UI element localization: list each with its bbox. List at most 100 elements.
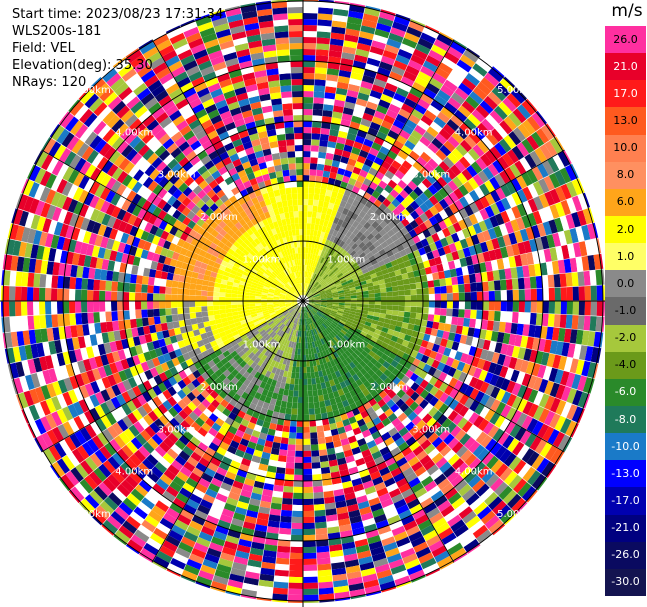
noise-gate	[415, 514, 429, 526]
noise-gate	[70, 120, 84, 136]
noise-gate	[34, 437, 44, 452]
noise-gate	[34, 259, 43, 274]
velocity-gate	[314, 340, 318, 348]
noise-gate	[87, 312, 95, 324]
noise-gate	[566, 301, 574, 315]
noise-gate	[240, 418, 250, 428]
noise-gate	[258, 162, 267, 170]
noise-gate	[84, 93, 99, 109]
noise-gate	[133, 59, 149, 73]
noise-gate	[398, 441, 409, 452]
noise-gate	[287, 450, 296, 457]
noise-gate	[45, 173, 57, 189]
velocity-gate	[285, 327, 290, 334]
noise-gate	[9, 270, 17, 286]
noise-gate	[142, 148, 155, 161]
noise-gate	[485, 438, 498, 452]
noise-gate	[540, 326, 548, 339]
velocity-gate	[301, 312, 303, 319]
noise-gate	[13, 377, 24, 394]
noise-gate	[89, 513, 103, 526]
noise-gate	[459, 334, 468, 345]
velocity-gate	[238, 284, 245, 289]
velocity-gate	[313, 328, 318, 335]
noise-gate	[198, 531, 213, 542]
noise-gate	[199, 27, 216, 38]
velocity-gate	[270, 359, 277, 367]
noise-gate	[216, 403, 226, 413]
noise-gate	[588, 207, 595, 223]
velocity-gate	[171, 280, 179, 288]
velocity-gate	[292, 303, 298, 307]
noise-gate	[201, 525, 215, 537]
noise-gate	[434, 202, 444, 213]
noise-gate	[438, 128, 452, 141]
noise-gate	[515, 501, 528, 515]
noise-gate	[102, 460, 116, 474]
velocity-gate	[256, 288, 263, 293]
noise-gate	[386, 109, 398, 119]
noise-gate	[100, 415, 112, 429]
noise-gate	[451, 148, 464, 161]
velocity-gate	[323, 362, 329, 370]
noise-gate	[405, 421, 416, 432]
noise-gate	[155, 500, 169, 513]
velocity-gate	[383, 377, 393, 386]
velocity-gate	[326, 411, 335, 419]
velocity-gate	[287, 314, 292, 320]
noise-gate	[147, 276, 155, 286]
velocity-gate	[254, 371, 261, 379]
velocity-gate	[266, 377, 273, 385]
velocity-gate	[339, 320, 346, 325]
noise-gate	[153, 555, 170, 569]
noise-gate	[259, 500, 272, 509]
noise-gate	[292, 498, 303, 505]
velocity-gate	[284, 352, 289, 359]
noise-gate	[488, 249, 497, 261]
noise-gate	[320, 461, 330, 468]
noise-gate	[256, 469, 267, 478]
noise-gate	[195, 15, 212, 27]
noise-gate	[450, 114, 464, 127]
noise-gate	[295, 444, 303, 451]
velocity-gate	[287, 395, 293, 403]
noise-gate	[111, 206, 121, 218]
noise-gate	[342, 46, 357, 55]
noise-gate	[409, 190, 419, 201]
velocity-gate	[291, 301, 298, 303]
noise-gate	[60, 112, 75, 129]
velocity-gate	[288, 308, 294, 313]
noise-gate	[310, 145, 319, 152]
noise-gate	[360, 183, 369, 192]
noise-gate	[161, 100, 176, 112]
noise-gate	[369, 411, 379, 421]
noise-gate	[316, 43, 330, 51]
noise-gate	[102, 519, 118, 535]
velocity-gate	[228, 323, 236, 329]
noise-gate	[237, 149, 247, 159]
velocity-gate	[288, 334, 292, 341]
noise-gate	[391, 198, 401, 208]
velocity-gate	[177, 301, 184, 308]
velocity-gate	[363, 337, 371, 344]
noise-gate	[483, 95, 498, 110]
velocity-gate	[331, 310, 338, 314]
noise-gate	[219, 151, 230, 161]
noise-gate	[459, 433, 471, 446]
noise-gate	[357, 500, 370, 510]
noise-gate	[134, 105, 148, 119]
velocity-gate	[415, 312, 423, 320]
noise-gate	[423, 563, 440, 575]
noise-gate	[79, 127, 93, 143]
noise-gate	[11, 379, 18, 395]
noise-gate	[303, 7, 318, 14]
noise-gate	[333, 585, 349, 594]
noise-gate	[218, 558, 234, 568]
noise-gate	[242, 141, 253, 150]
velocity-gate	[379, 373, 388, 382]
noise-gate	[406, 26, 422, 38]
noise-gate	[165, 55, 180, 68]
velocity-gate	[299, 360, 303, 367]
noise-gate	[432, 72, 447, 85]
noise-gate	[402, 431, 413, 442]
